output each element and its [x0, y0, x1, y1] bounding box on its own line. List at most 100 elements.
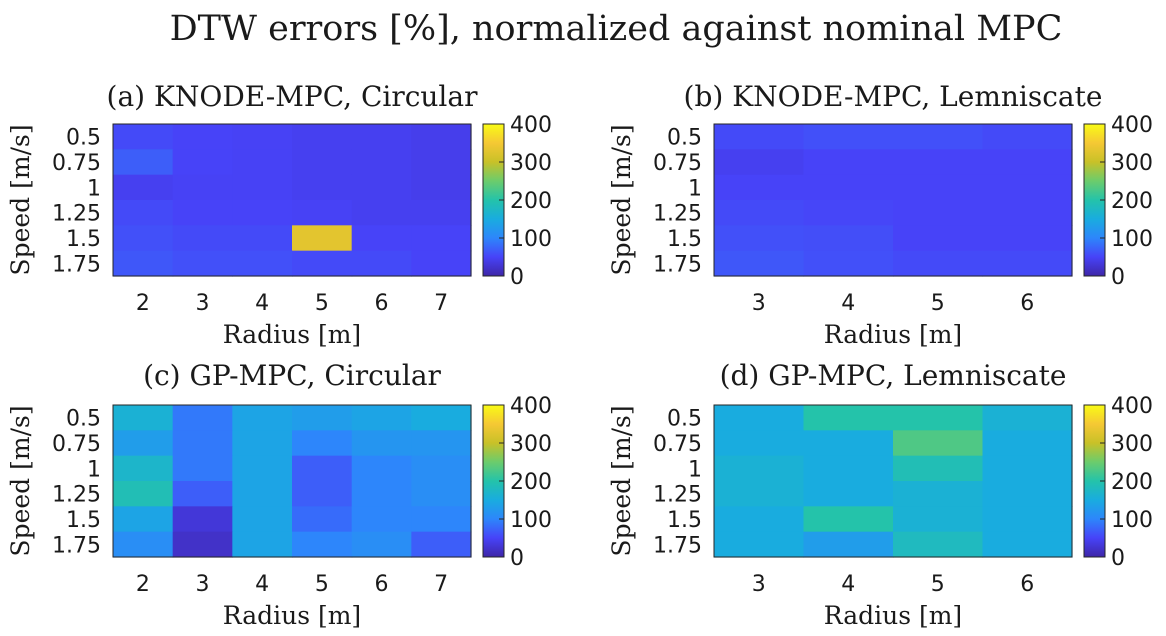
heatmap-cell	[893, 405, 984, 431]
colorbar-tick-label: 0	[510, 265, 524, 290]
heatmap-cell	[982, 200, 1073, 226]
heatmap-cell	[232, 225, 293, 252]
heatmap-cell	[714, 531, 805, 558]
heatmap-cell	[893, 149, 984, 176]
x-tick-label: 5	[315, 291, 329, 316]
figure-title: DTW errors [%], normalized against nomin…	[170, 9, 1063, 49]
heatmap-cell	[232, 455, 293, 482]
heatmap-cell	[714, 481, 805, 507]
heatmap-cell	[292, 200, 353, 226]
y-tick-label: 1.5	[66, 508, 101, 533]
heatmap-cell	[411, 430, 472, 457]
colorbar-tick-label: 300	[510, 151, 552, 176]
x-tick-label: 2	[136, 572, 150, 597]
heatmap-cell	[351, 124, 412, 150]
heatmap-cell	[172, 430, 233, 457]
y-tick-label: 1.5	[667, 227, 702, 252]
heatmap-cell	[292, 481, 353, 507]
heatmap-cell	[411, 200, 472, 226]
x-tick-label: 7	[434, 572, 448, 597]
heatmap-cell	[292, 250, 353, 277]
colorbar-tick-label: 0	[1111, 265, 1125, 290]
x-tick-label: 7	[434, 291, 448, 316]
y-tick-label: 1.25	[52, 202, 101, 227]
heatmap-panel-2: (b) KNODE-MPC, Lemniscate 3 4 5 6 0.50.7511.2…	[607, 80, 1153, 349]
heatmap-cell	[292, 174, 353, 201]
panel-title: (d) GP-MPC, Lemniscate	[720, 359, 1067, 392]
colorbar-tick-label: 100	[1111, 227, 1153, 252]
y-tick-label: 1	[87, 457, 101, 482]
x-axis-label: Radius [m]	[223, 320, 361, 349]
heatmap-cell	[803, 250, 894, 277]
heatmap-cell	[351, 506, 412, 533]
colorbar-tick-label: 200	[1111, 189, 1153, 214]
x-tick-label: 4	[841, 572, 855, 597]
heatmap-cell	[714, 149, 805, 176]
panel-title: (b) KNODE-MPC, Lemniscate	[684, 80, 1103, 113]
heatmap-cell	[292, 531, 353, 558]
x-axis-label: Radius [m]	[223, 601, 361, 630]
heatmap-cell	[982, 124, 1073, 150]
heatmap-cell	[232, 124, 293, 150]
heatmap-cell	[113, 124, 174, 150]
y-tick-label: 1.5	[66, 227, 101, 252]
x-tick-label: 6	[1020, 291, 1034, 316]
heatmap-cell	[803, 531, 894, 558]
heatmap-cell	[893, 430, 984, 457]
heatmap-cell	[411, 405, 472, 431]
heatmap-cell	[411, 506, 472, 533]
heatmap-cell	[292, 405, 353, 431]
heatmap-cell	[893, 455, 984, 482]
colorbar-tick-label: 200	[1111, 470, 1153, 495]
heatmap-cell	[714, 250, 805, 277]
y-tick-label: 0.5	[667, 407, 702, 432]
heatmap-cell	[982, 531, 1073, 558]
heatmap-cell	[714, 405, 805, 431]
heatmap-cell	[411, 225, 472, 252]
heatmap-cell	[232, 149, 293, 176]
heatmap-cell	[893, 481, 984, 507]
x-tick-label: 5	[315, 572, 329, 597]
heatmap-cell	[232, 174, 293, 201]
y-tick-label: 0.75	[653, 432, 702, 457]
x-tick-label: 2	[136, 291, 150, 316]
heatmap-cell	[172, 531, 233, 558]
heatmap-cell	[714, 506, 805, 533]
heatmap-cell	[232, 405, 293, 431]
colorbar-tick-label: 0	[1111, 546, 1125, 571]
heatmap-cell	[982, 250, 1073, 277]
heatmap-cell	[893, 506, 984, 533]
plot-frame	[112, 404, 472, 558]
heatmap-cell	[714, 200, 805, 226]
heatmap-cell	[803, 405, 894, 431]
heatmap-cell	[232, 430, 293, 457]
heatmap-cell	[411, 481, 472, 507]
heatmap-cell	[232, 531, 293, 558]
heatmap-cell	[292, 124, 353, 150]
y-tick-label: 1.5	[667, 508, 702, 533]
heatmap-cell	[113, 174, 174, 201]
heatmap-cell	[893, 200, 984, 226]
heatmap-cell	[411, 124, 472, 150]
heatmap-cell	[292, 149, 353, 176]
colorbar-tick-label: 400	[510, 113, 552, 138]
y-tick-label: 0.75	[52, 432, 101, 457]
heatmap-cell	[982, 506, 1073, 533]
colorbar-tick-label: 400	[1111, 394, 1153, 419]
colorbar-tick-label: 400	[510, 394, 552, 419]
heatmap-cell	[232, 506, 293, 533]
y-tick-label: 1.75	[52, 533, 101, 558]
heatmap-cell	[714, 225, 805, 252]
x-tick-label: 3	[196, 291, 210, 316]
plot-frame	[713, 123, 1073, 277]
x-tick-label: 6	[375, 572, 389, 597]
heatmap-cell	[232, 481, 293, 507]
colorbar-tick-label: 200	[510, 189, 552, 214]
heatmap-cell	[232, 200, 293, 226]
colorbar-tick-label: 0	[510, 546, 524, 571]
y-axis-label: Speed [m/s]	[6, 405, 35, 556]
plot-frame	[713, 404, 1073, 558]
